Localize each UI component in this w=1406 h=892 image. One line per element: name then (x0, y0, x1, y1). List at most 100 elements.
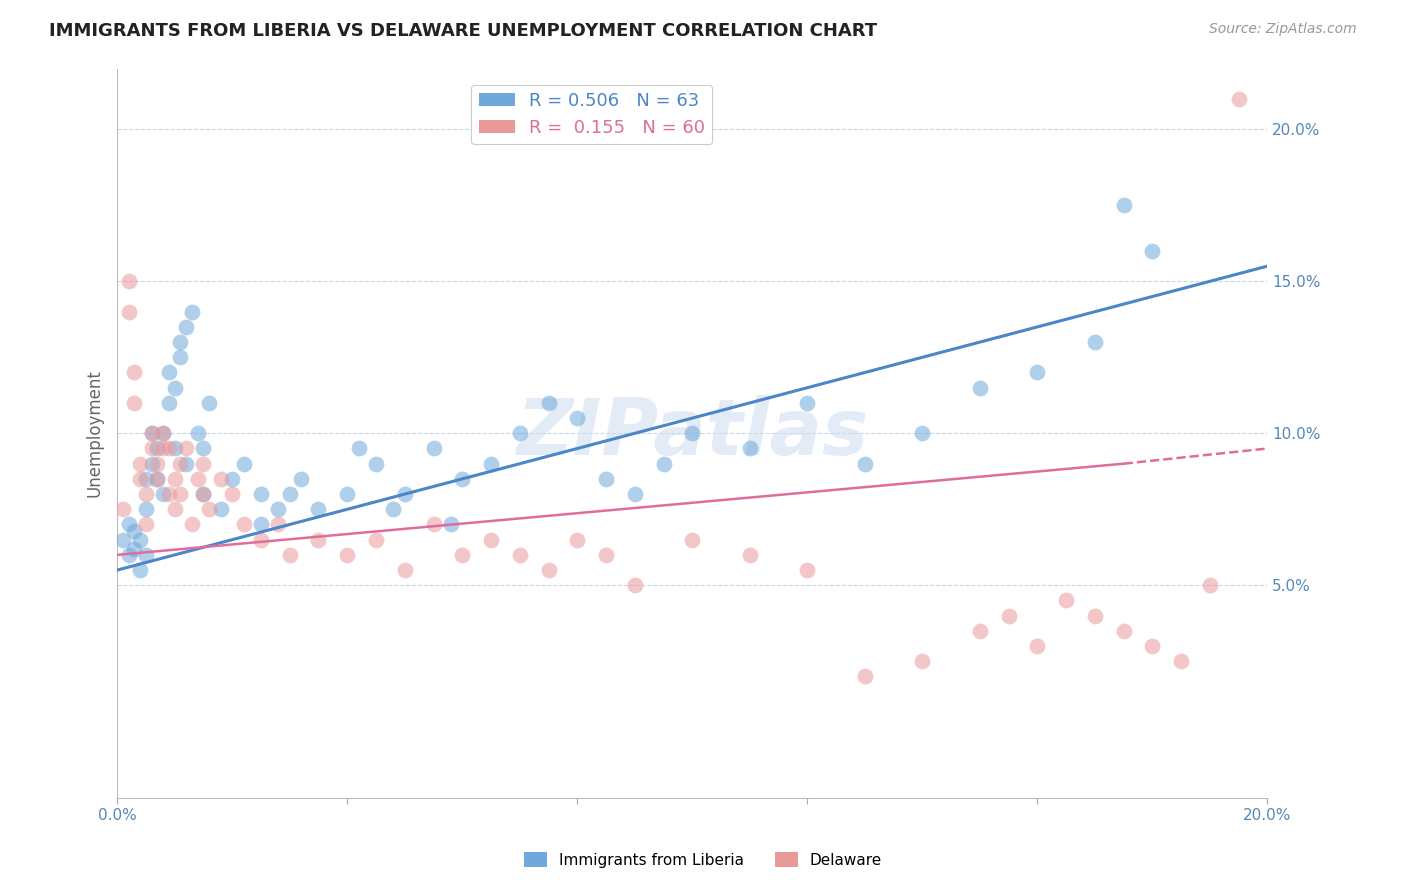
Point (141, 442, 163, 456)
Point (135, 487, 157, 501)
Point (118, 274, 141, 288)
Point (624, 487, 647, 501)
Point (1112, 624, 1135, 638)
Point (1142, 639, 1164, 653)
Point (911, 426, 934, 441)
Point (997, 608, 1019, 623)
Point (141, 426, 163, 441)
Point (124, 396, 146, 410)
Text: Source: ZipAtlas.com: Source: ZipAtlas.com (1209, 22, 1357, 37)
Point (169, 351, 191, 365)
Text: IMMIGRANTS FROM LIBERIA VS DELAWARE UNEMPLOYMENT CORRELATION CHART: IMMIGRANTS FROM LIBERIA VS DELAWARE UNEM… (49, 22, 877, 40)
Point (267, 517, 290, 532)
Point (198, 502, 221, 516)
Point (440, 517, 463, 532)
Point (152, 426, 174, 441)
Point (209, 472, 232, 486)
Point (169, 457, 191, 471)
Point (336, 548, 359, 562)
Point (221, 472, 243, 486)
Point (193, 457, 215, 471)
Point (595, 548, 617, 562)
Point (129, 533, 152, 547)
Point (146, 472, 169, 486)
Point (181, 517, 204, 532)
Point (969, 624, 991, 638)
Point (135, 472, 157, 486)
Point (1170, 654, 1192, 668)
Point (129, 457, 152, 471)
Point (118, 304, 141, 318)
Point (157, 396, 180, 410)
Point (451, 472, 474, 486)
Point (479, 457, 502, 471)
Point (163, 442, 186, 456)
Point (1054, 593, 1077, 607)
Point (152, 426, 174, 441)
Point (118, 517, 141, 532)
Point (308, 533, 330, 547)
Legend: Immigrants from Liberia, Delaware: Immigrants from Liberia, Delaware (517, 846, 889, 873)
Point (250, 533, 273, 547)
Point (163, 381, 186, 395)
Point (853, 669, 876, 683)
Point (1227, 92, 1250, 106)
Point (169, 487, 191, 501)
Point (163, 472, 186, 486)
Point (187, 426, 209, 441)
Point (1142, 244, 1164, 258)
Point (135, 517, 157, 532)
Point (479, 533, 502, 547)
Point (111, 502, 134, 516)
Point (969, 381, 991, 395)
Point (1026, 639, 1049, 653)
Point (267, 502, 290, 516)
Point (278, 548, 301, 562)
Point (595, 472, 617, 486)
Point (796, 396, 818, 410)
Text: ZIPatlas: ZIPatlas (516, 395, 869, 471)
Point (141, 426, 163, 441)
Point (681, 426, 703, 441)
Point (1112, 198, 1135, 212)
Point (152, 442, 174, 456)
Point (174, 457, 197, 471)
Point (198, 396, 221, 410)
Point (509, 426, 531, 441)
Point (181, 304, 204, 318)
Point (221, 487, 243, 501)
Y-axis label: Unemployment: Unemployment (86, 369, 103, 497)
Point (124, 524, 146, 538)
Point (174, 442, 197, 456)
Point (250, 517, 273, 532)
Point (1084, 335, 1107, 350)
Point (290, 472, 312, 486)
Point (382, 502, 405, 516)
Point (157, 487, 180, 501)
Point (738, 548, 761, 562)
Point (157, 442, 180, 456)
Point (911, 654, 934, 668)
Point (394, 487, 416, 501)
Point (738, 442, 761, 456)
Point (796, 563, 818, 577)
Point (509, 548, 531, 562)
Point (232, 517, 254, 532)
Point (652, 457, 675, 471)
Point (111, 533, 134, 547)
Point (1084, 608, 1107, 623)
Point (537, 563, 560, 577)
Point (187, 472, 209, 486)
Point (347, 442, 370, 456)
Point (364, 533, 387, 547)
Point (422, 517, 444, 532)
Point (135, 548, 157, 562)
Point (567, 533, 589, 547)
Point (124, 541, 146, 556)
Point (146, 457, 169, 471)
Point (278, 487, 301, 501)
Point (169, 335, 191, 350)
Point (174, 319, 197, 334)
Point (232, 457, 254, 471)
Point (146, 442, 169, 456)
